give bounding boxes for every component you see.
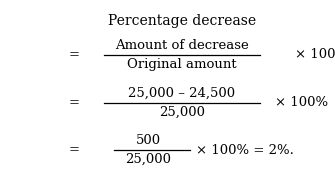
Text: =: = xyxy=(68,96,79,110)
Text: × 100%: × 100% xyxy=(295,49,335,62)
Text: 25,000: 25,000 xyxy=(159,106,205,119)
Text: =: = xyxy=(68,144,79,156)
Text: 25,000 – 24,500: 25,000 – 24,500 xyxy=(128,87,236,100)
Text: Percentage decrease: Percentage decrease xyxy=(108,14,256,28)
Text: 500: 500 xyxy=(135,134,160,147)
Text: 25,000: 25,000 xyxy=(125,153,171,166)
Text: =: = xyxy=(68,49,79,62)
Text: Amount of decrease: Amount of decrease xyxy=(115,39,249,52)
Text: Original amount: Original amount xyxy=(127,58,237,71)
Text: × 100%: × 100% xyxy=(275,96,328,110)
Text: × 100% = 2%.: × 100% = 2%. xyxy=(196,144,294,156)
